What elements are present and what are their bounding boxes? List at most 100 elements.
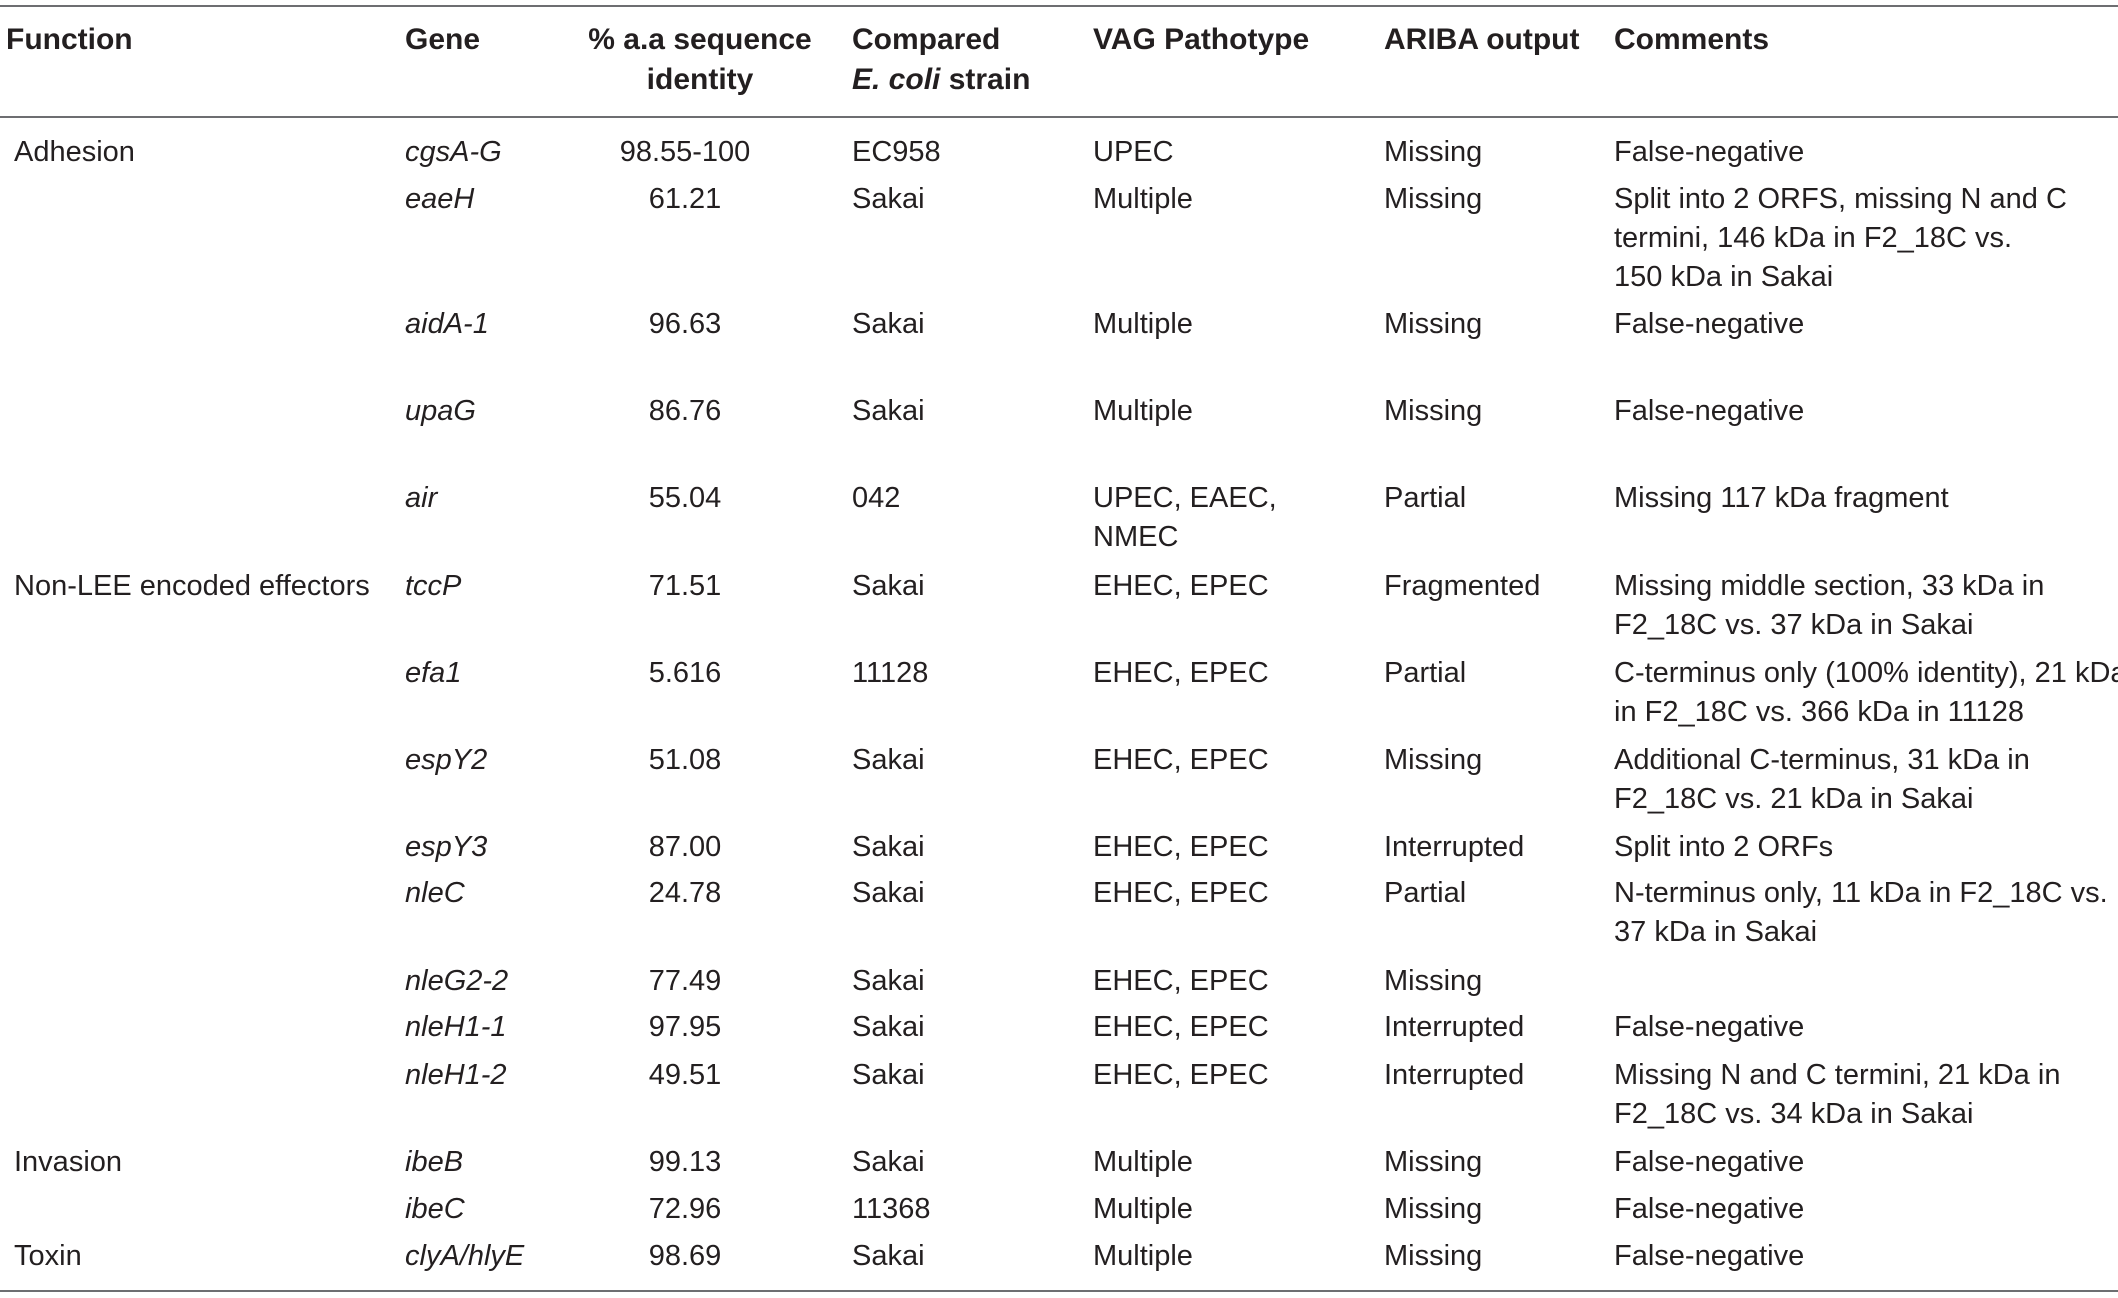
cell-function: Non-LEE encoded effectors <box>14 570 370 602</box>
cell-strain: Sakai <box>852 395 925 427</box>
cell-pathotype: UPEC, EAEC, <box>1093 482 1277 514</box>
cell-strain: Sakai <box>852 1011 925 1043</box>
cell-comment: False-negative <box>1614 1011 1805 1043</box>
cell-ariba: Missing <box>1384 308 1483 340</box>
cell-strain: 11128 <box>852 657 929 689</box>
cell-strain: Sakai <box>852 1146 925 1178</box>
cell-comment: Missing 117 kDa fragment <box>1614 482 1949 514</box>
cell-comment: N-terminus only, 11 kDa in F2_18C vs. <box>1614 877 2108 909</box>
cell-pathotype: Multiple <box>1093 1193 1193 1225</box>
cell-comment: Split into 2 ORFS, missing N and C <box>1614 183 2067 215</box>
header-strain-line2: E. coli strain <box>852 60 1030 100</box>
cell-pathotype: EHEC, EPEC <box>1093 965 1269 997</box>
table-bottom-rule <box>0 1290 2118 1292</box>
cell-identity: 72.96 <box>648 1193 722 1225</box>
cell-function: Invasion <box>14 1146 123 1178</box>
cell-gene: ibeB <box>405 1146 464 1178</box>
cell-gene: espY3 <box>405 831 488 863</box>
cell-strain: EC958 <box>852 136 941 168</box>
cell-comment: Missing N and C termini, 21 kDa in <box>1614 1059 2061 1091</box>
cell-strain: Sakai <box>852 308 925 340</box>
header-identity-line2: identity <box>646 63 754 96</box>
cell-identity: 86.76 <box>648 395 722 427</box>
cell-strain: Sakai <box>852 877 925 909</box>
cell-comment: Additional C-terminus, 31 kDa in <box>1614 744 2030 776</box>
header-pathotype: VAG Pathotype <box>1093 23 1310 56</box>
cell-gene: nleH1-1 <box>405 1011 507 1043</box>
cell-identity: 98.69 <box>648 1240 722 1272</box>
cell-gene: aidA-1 <box>405 308 489 340</box>
cell-ariba: Partial <box>1384 877 1467 909</box>
cell-pathotype: Multiple <box>1093 395 1193 427</box>
cell-pathotype: Multiple <box>1093 183 1193 215</box>
cell-gene: upaG <box>405 395 476 427</box>
cell-pathotype: EHEC, EPEC <box>1093 570 1269 602</box>
cell-comment: F2_18C vs. 37 kDa in Sakai <box>1614 609 1974 641</box>
cell-ariba: Missing <box>1384 965 1483 997</box>
cell-gene: efa1 <box>405 657 462 689</box>
cell-comment: in F2_18C vs. 366 kDa in 11128 <box>1614 696 2025 728</box>
header-strain-species: E. coli <box>852 63 941 96</box>
cell-comment: F2_18C vs. 34 kDa in Sakai <box>1614 1098 1974 1130</box>
cell-comment: False-negative <box>1614 308 1805 340</box>
header-comments: Comments <box>1614 23 1770 56</box>
cell-pathotype: EHEC, EPEC <box>1093 1059 1269 1091</box>
cell-pathotype: Multiple <box>1093 1240 1193 1272</box>
cell-ariba: Missing <box>1384 1240 1483 1272</box>
cell-gene: nleG2-2 <box>405 965 509 997</box>
cell-gene: nleC <box>405 877 465 909</box>
cell-ariba: Interrupted <box>1384 1011 1525 1043</box>
cell-identity: 97.95 <box>648 1011 722 1043</box>
cell-comment: C-terminus only (100% identity), 21 kDa <box>1614 657 2118 689</box>
cell-ariba: Partial <box>1384 657 1467 689</box>
cell-identity: 51.08 <box>648 744 722 776</box>
cell-identity: 98.55-100 <box>619 136 751 168</box>
cell-identity: 96.63 <box>648 308 722 340</box>
header-identity: % a.a sequence identity <box>555 20 845 100</box>
cell-strain: Sakai <box>852 831 925 863</box>
header-identity-line1: % a.a sequence <box>588 23 812 56</box>
cell-identity: 71.51 <box>648 570 722 602</box>
cell-identity: 24.78 <box>648 877 722 909</box>
cell-comment: Missing middle section, 33 kDa in <box>1614 570 2045 602</box>
cell-identity: 77.49 <box>648 965 722 997</box>
cell-ariba: Interrupted <box>1384 831 1525 863</box>
cell-comment: False-negative <box>1614 395 1805 427</box>
cell-pathotype: UPEC <box>1093 136 1174 168</box>
cell-comment: termini, 146 kDa in F2_18C vs. <box>1614 222 2013 254</box>
cell-ariba: Missing <box>1384 1146 1483 1178</box>
cell-comment: False-negative <box>1614 1146 1805 1178</box>
cell-identity: 87.00 <box>648 831 722 863</box>
cell-gene: nleH1-2 <box>405 1059 507 1091</box>
cell-pathotype: Multiple <box>1093 1146 1193 1178</box>
cell-identity: 49.51 <box>648 1059 722 1091</box>
cell-strain: Sakai <box>852 744 925 776</box>
cell-ariba: Missing <box>1384 136 1483 168</box>
cell-strain: Sakai <box>852 183 925 215</box>
cell-pathotype: EHEC, EPEC <box>1093 657 1269 689</box>
cell-identity: 55.04 <box>648 482 722 514</box>
cell-ariba: Missing <box>1384 744 1483 776</box>
header-ariba: ARIBA output <box>1384 23 1580 56</box>
cell-ariba: Fragmented <box>1384 570 1541 602</box>
cell-comment: False-negative <box>1614 1193 1805 1225</box>
header-strain: Compared E. coli strain <box>852 20 1030 100</box>
cell-gene: cgsA-G <box>405 136 502 168</box>
cell-ariba: Missing <box>1384 1193 1483 1225</box>
table-header-rule <box>0 116 2118 118</box>
cell-identity: 5.616 <box>648 657 722 689</box>
cell-pathotype: NMEC <box>1093 521 1179 553</box>
cell-strain: 042 <box>852 482 901 514</box>
cell-strain: Sakai <box>852 1059 925 1091</box>
cell-comment: False-negative <box>1614 136 1805 168</box>
cell-gene: espY2 <box>405 744 488 776</box>
cell-ariba: Interrupted <box>1384 1059 1525 1091</box>
table-top-rule <box>0 5 2118 7</box>
header-gene: Gene <box>405 23 481 56</box>
header-function: Function <box>6 23 133 56</box>
cell-pathotype: EHEC, EPEC <box>1093 877 1269 909</box>
cell-gene: air <box>405 482 438 514</box>
cell-gene: ibeC <box>405 1193 465 1225</box>
cell-strain: 11368 <box>852 1193 931 1225</box>
cell-identity: 61.21 <box>648 183 722 215</box>
